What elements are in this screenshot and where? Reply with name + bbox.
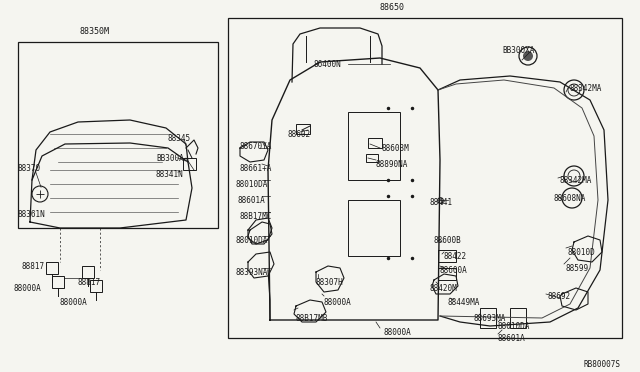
Text: 88599: 88599 [566, 264, 589, 273]
Text: 88307H: 88307H [316, 278, 344, 287]
Bar [480, 308, 496, 328]
Text: 88422: 88422 [444, 252, 467, 261]
Text: 88600A: 88600A [440, 266, 468, 275]
Text: 88341N: 88341N [156, 170, 184, 179]
Bar [18, 42, 218, 228]
Text: 88670YA: 88670YA [240, 142, 273, 151]
Text: 88345: 88345 [168, 134, 191, 143]
Text: 88010D: 88010D [568, 248, 596, 257]
Bar [348, 112, 400, 180]
Text: 88602: 88602 [288, 130, 311, 139]
Text: 88661+A: 88661+A [240, 164, 273, 173]
Text: 88370: 88370 [18, 164, 41, 173]
Bar [90, 280, 102, 292]
Text: 88342MA: 88342MA [570, 84, 602, 93]
Text: 88000A: 88000A [60, 298, 88, 307]
Text: 88693MA: 88693MA [474, 314, 506, 323]
Text: 88350M: 88350M [80, 27, 110, 36]
Text: 88441: 88441 [430, 198, 453, 207]
Bar [46, 262, 58, 274]
Bar [438, 268, 456, 280]
Bar [366, 154, 378, 162]
Bar [510, 308, 526, 328]
Text: 88420M: 88420M [430, 284, 458, 293]
Text: 88010DA: 88010DA [236, 180, 268, 189]
Text: 88650: 88650 [380, 3, 405, 12]
Text: 88608NA: 88608NA [554, 194, 586, 203]
Bar [82, 266, 94, 278]
Text: 88393NA: 88393NA [236, 268, 268, 277]
Text: 88000A: 88000A [14, 284, 42, 293]
Text: BB300A: BB300A [156, 154, 184, 163]
Text: BB300XA: BB300XA [502, 46, 534, 55]
Text: RB80007S: RB80007S [583, 360, 620, 369]
Text: 88010DA: 88010DA [498, 322, 531, 331]
Text: 88000A: 88000A [384, 328, 412, 337]
Text: 88817: 88817 [22, 262, 45, 271]
Text: 88603M: 88603M [382, 144, 410, 153]
Text: 88000A: 88000A [324, 298, 352, 307]
Bar [296, 124, 310, 134]
Text: 88B17MC: 88B17MC [240, 212, 273, 221]
Text: 88010DA: 88010DA [236, 236, 268, 245]
Bar [348, 200, 400, 256]
Bar [183, 158, 196, 170]
Text: 88692: 88692 [548, 292, 571, 301]
Text: 88890NA: 88890NA [376, 160, 408, 169]
Text: 88342MA: 88342MA [560, 176, 593, 185]
Text: 88449MA: 88449MA [448, 298, 481, 307]
Text: 88600B: 88600B [434, 236, 461, 245]
Bar [52, 276, 64, 288]
Bar [228, 18, 622, 338]
Circle shape [523, 51, 533, 61]
Text: 88817: 88817 [78, 278, 101, 287]
Text: 86400N: 86400N [314, 60, 342, 69]
Text: 88601A: 88601A [238, 196, 266, 205]
Bar [368, 138, 382, 148]
Text: 88361N: 88361N [18, 210, 45, 219]
Text: 88B17MB: 88B17MB [296, 314, 328, 323]
Bar [438, 250, 456, 262]
Text: 88601A: 88601A [498, 334, 525, 343]
